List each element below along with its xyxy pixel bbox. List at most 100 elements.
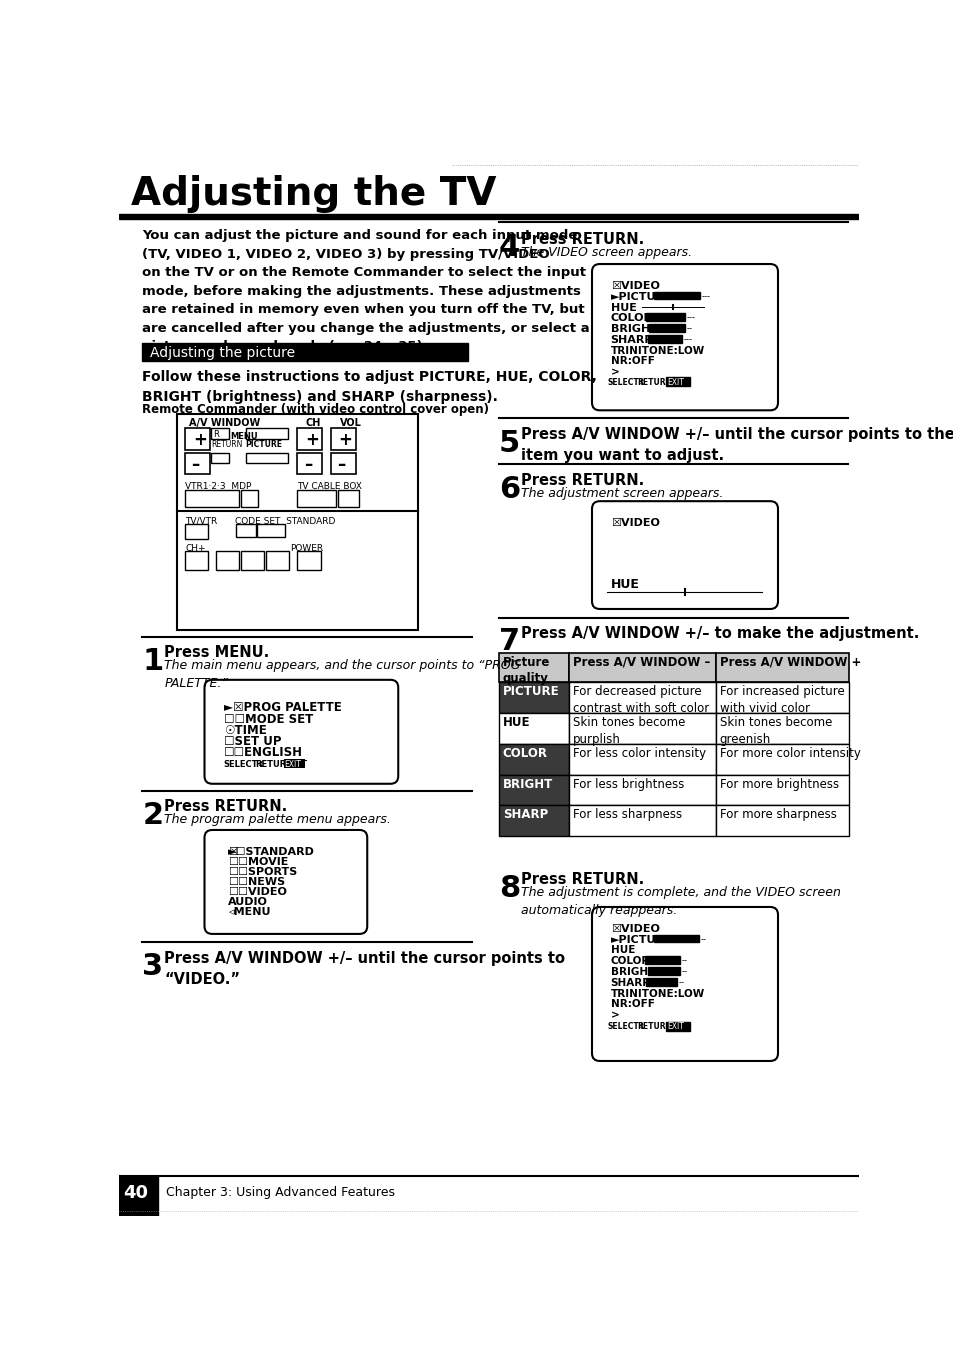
Text: Press A/V WINDOW +/– until the cursor points to the
item you want to adjust.: Press A/V WINDOW +/– until the cursor po…	[520, 428, 953, 463]
Bar	[716, 682, 848, 713]
Text: 7: 7	[498, 627, 519, 657]
Bar	[568, 806, 716, 836]
Bar	[297, 428, 322, 449]
Text: ☐☐VIDEO: ☐☐VIDEO	[228, 887, 286, 897]
Text: –: –	[192, 456, 199, 474]
Bar	[568, 775, 716, 806]
Text: ☐☐NEWS: ☐☐NEWS	[228, 877, 285, 887]
Text: ☒: ☒	[228, 847, 237, 856]
Bar	[241, 552, 264, 570]
Text: SHARP: SHARP	[610, 978, 650, 988]
Text: >: >	[610, 367, 618, 377]
Bar	[216, 552, 239, 570]
Text: COLOR: COLOR	[610, 956, 649, 966]
Text: –: –	[336, 456, 345, 474]
Text: CH+: CH+	[185, 544, 206, 552]
Text: +: +	[193, 432, 207, 449]
Text: --: --	[700, 934, 706, 944]
Bar	[645, 978, 677, 985]
Bar	[645, 313, 684, 321]
Text: +: +	[338, 432, 352, 449]
Text: For less color intensity: For less color intensity	[572, 747, 705, 759]
Bar	[568, 682, 716, 713]
Text: ☐☐MOVIE: ☐☐MOVIE	[228, 856, 288, 867]
Text: Chapter 3: Using Advanced Features: Chapter 3: Using Advanced Features	[166, 1186, 395, 1199]
FancyBboxPatch shape	[204, 831, 367, 934]
Bar	[185, 428, 210, 449]
Text: Press RETURN.: Press RETURN.	[520, 474, 643, 489]
Text: Press A/V WINDOW +: Press A/V WINDOW +	[720, 656, 861, 669]
Text: –: –	[303, 456, 312, 474]
Bar	[647, 967, 679, 975]
Text: Press RETURN.: Press RETURN.	[520, 232, 643, 247]
Bar	[185, 552, 208, 570]
Text: For less sharpness: For less sharpness	[572, 809, 681, 821]
Bar	[716, 713, 848, 743]
Bar	[297, 489, 335, 507]
Text: VOL: VOL	[340, 418, 361, 428]
Text: BRIGHT: BRIGHT	[610, 967, 655, 977]
Text: You can adjust the picture and sound for each input mode
(TV, VIDEO 1, VIDEO 2, : You can adjust the picture and sound for…	[142, 229, 590, 354]
Bar	[498, 713, 568, 743]
Text: Skin tones become
purplish: Skin tones become purplish	[572, 716, 684, 746]
Text: RETURN: RETURN	[212, 440, 243, 449]
Bar	[266, 552, 289, 570]
Text: ►☐STANDARD: ►☐STANDARD	[228, 847, 314, 856]
Bar	[498, 806, 568, 836]
Bar	[568, 653, 716, 682]
Text: Press RETURN.: Press RETURN.	[164, 799, 287, 814]
Text: CH: CH	[305, 418, 320, 428]
Text: ☐☐ENGLISH: ☐☐ENGLISH	[224, 746, 302, 759]
Text: TRINITONE:LOW: TRINITONE:LOW	[610, 989, 704, 999]
Text: +: +	[305, 432, 319, 449]
Text: ►PICTURE: ►PICTURE	[610, 292, 672, 302]
Text: 2: 2	[142, 800, 164, 829]
Text: R: R	[213, 429, 218, 438]
FancyBboxPatch shape	[592, 264, 778, 410]
Text: 3: 3	[142, 952, 164, 981]
Bar	[716, 775, 848, 806]
Bar	[498, 743, 568, 775]
Bar	[119, 1176, 158, 1216]
Text: Picture
quality: Picture quality	[502, 656, 550, 684]
Text: PICTURE: PICTURE	[245, 440, 282, 449]
Bar	[331, 452, 355, 474]
Text: NR:OFF: NR:OFF	[610, 357, 654, 366]
Text: Remote Commander (with video control cover open): Remote Commander (with video control cov…	[142, 403, 489, 415]
Bar	[716, 806, 848, 836]
Bar	[568, 743, 716, 775]
Bar	[241, 489, 257, 507]
Bar	[245, 428, 288, 438]
Text: Adjusting the picture: Adjusting the picture	[150, 346, 295, 359]
Text: COLOR: COLOR	[610, 313, 652, 324]
Text: MENU: MENU	[230, 432, 257, 441]
Text: TV CABLE BOX: TV CABLE BOX	[297, 482, 362, 490]
Text: EXIT: EXIT	[286, 759, 307, 769]
Text: ☒VIDEO: ☒VIDEO	[610, 518, 659, 529]
Bar	[177, 414, 417, 630]
FancyBboxPatch shape	[204, 680, 397, 784]
Bar	[716, 653, 848, 682]
Text: 1: 1	[142, 646, 164, 676]
Bar	[185, 523, 208, 540]
Text: EXIT: EXIT	[666, 1023, 683, 1031]
Bar	[498, 682, 568, 713]
Text: RETURN: RETURN	[637, 378, 671, 387]
Text: ☒VIDEO: ☒VIDEO	[610, 923, 659, 934]
Text: For more sharpness: For more sharpness	[720, 809, 836, 821]
Text: For less brightness: For less brightness	[572, 777, 683, 791]
Text: --: --	[681, 967, 687, 977]
Text: SELECT↕: SELECT↕	[607, 378, 645, 387]
Bar	[647, 335, 681, 343]
Bar	[649, 324, 684, 332]
Bar	[666, 377, 689, 387]
Text: AUDIO: AUDIO	[228, 897, 268, 907]
Text: Adjusting the TV: Adjusting the TV	[131, 175, 496, 213]
Bar	[212, 452, 229, 463]
Text: EXIT: EXIT	[666, 378, 683, 387]
FancyBboxPatch shape	[592, 501, 778, 609]
Text: PICTURE: PICTURE	[502, 686, 558, 698]
Text: The main menu appears, and the cursor points to “PROG
PALETTE.”: The main menu appears, and the cursor po…	[164, 658, 520, 690]
Text: The program palette menu appears.: The program palette menu appears.	[164, 813, 391, 826]
Text: ◃MENU: ◃MENU	[228, 907, 270, 917]
